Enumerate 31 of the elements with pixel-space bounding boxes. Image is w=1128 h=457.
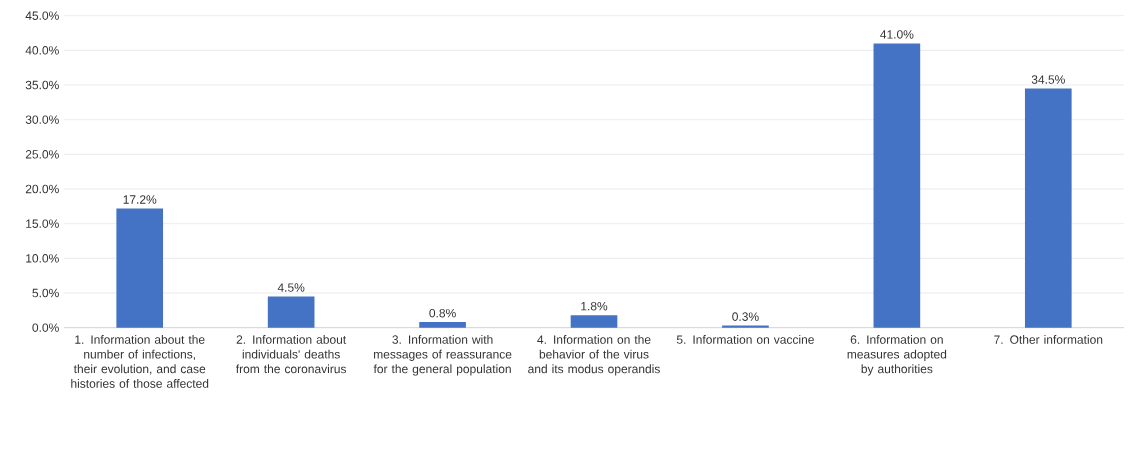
y-tick-label: 45.0% — [25, 11, 59, 20]
x-tick-label: 7. Other information — [994, 335, 1103, 344]
data-label: 17.2% — [123, 195, 157, 204]
bar — [570, 315, 618, 328]
x-tick-label: 5. Information on vaccine — [676, 335, 814, 344]
bar — [873, 43, 921, 328]
x-tick-label: 3. Information with messages of reassurance for the general population — [373, 335, 512, 376]
data-label: 1.8% — [581, 301, 608, 311]
x-tick-label: 1. Information about the number of infections, their evolution, and case histories of those affected — [71, 335, 209, 388]
data-label: 34.5% — [1031, 75, 1065, 84]
data-label: 41.0% — [880, 30, 914, 39]
bar — [1024, 88, 1072, 328]
y-tick-label: 15.0% — [26, 219, 59, 228]
data-label: 0.3% — [732, 312, 759, 321]
y-tick-label: 30.0% — [25, 115, 59, 124]
y-tick-label: 35.0% — [25, 80, 59, 90]
x-tick-label: 6. Information on measures adopted by authorities — [847, 335, 947, 376]
bar — [419, 322, 466, 328]
y-tick-label: 0.0% — [32, 323, 59, 332]
bar — [267, 296, 315, 328]
y-tick-label: 40.0% — [25, 46, 59, 55]
y-tick-label: 20.0% — [25, 184, 59, 194]
data-label: 4.5% — [277, 283, 305, 292]
bar — [722, 325, 769, 328]
bar — [116, 208, 164, 328]
x-tick-label: 4. Information on the behavior of the virus and its modus operandis — [528, 335, 660, 376]
y-tick-label: 10.0% — [26, 254, 59, 263]
y-tick-label: 25.0% — [25, 150, 59, 159]
y-tick-label: 5.0% — [32, 288, 59, 298]
x-tick-label: 2. Information about individuals' deaths from the coronavirus — [235, 335, 347, 374]
data-label: 0.8% — [429, 308, 456, 318]
